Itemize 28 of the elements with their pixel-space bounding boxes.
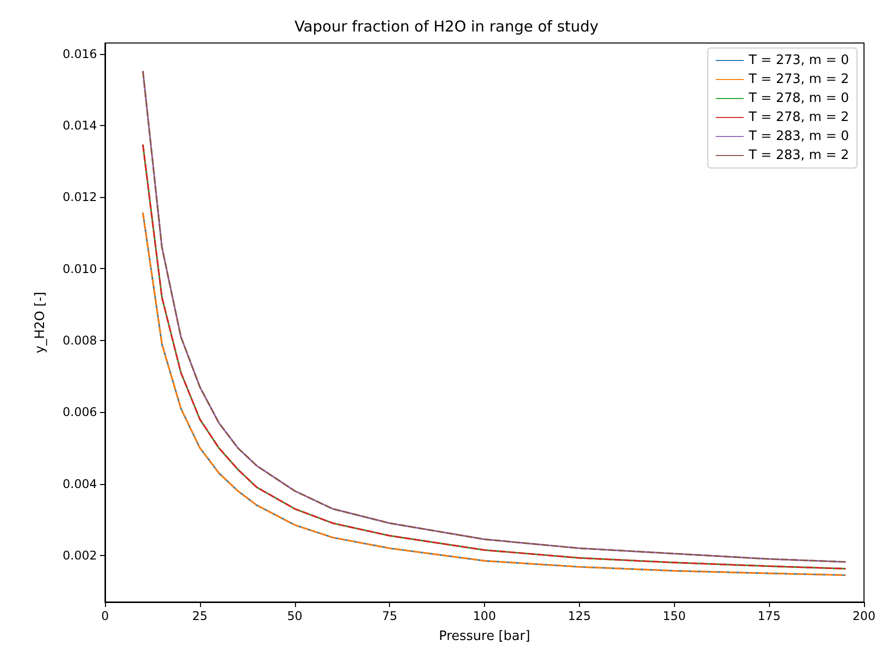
y-tick-label: 0.016: [62, 46, 97, 61]
x-tick-label: 75: [382, 609, 398, 623]
legend-label: T = 283, m = 2: [748, 148, 850, 163]
y-tick-label: 0.012: [62, 190, 97, 204]
x-tick-label: 200: [852, 609, 876, 623]
x-tick-label: 125: [568, 609, 591, 623]
legend-label: T = 283, m = 0: [748, 129, 850, 144]
y-tick-label: 0.008: [62, 333, 97, 348]
line-series: [142, 144, 846, 570]
legend-label: T = 278, m = 2: [748, 110, 850, 125]
legend-label: T = 273, m = 0: [748, 53, 850, 68]
y-axis-title: y_H2O [-]: [33, 292, 48, 354]
legend-label: T = 278, m = 0: [748, 91, 850, 106]
y-tick-label: 0.010: [62, 262, 97, 276]
x-tick-label: 100: [473, 609, 496, 623]
chart-title: Vapour fraction of H2O in range of study: [294, 18, 599, 36]
x-axis-title: Pressure [bar]: [438, 629, 530, 644]
x-tick-label: 150: [662, 609, 686, 623]
x-tick-label: 175: [758, 609, 781, 623]
x-tick-label: 0: [101, 609, 109, 623]
line-series: [142, 212, 846, 576]
x-tick-label: 50: [287, 609, 302, 623]
y-tick-label: 0.004: [62, 476, 97, 491]
y-tick-label: 0.014: [62, 118, 97, 132]
y-tick-label: 0.002: [62, 548, 97, 562]
y-tick-label: 0.006: [62, 405, 97, 420]
x-tick-label: 25: [192, 609, 208, 623]
legend-label: T = 273, m = 2: [748, 72, 850, 87]
